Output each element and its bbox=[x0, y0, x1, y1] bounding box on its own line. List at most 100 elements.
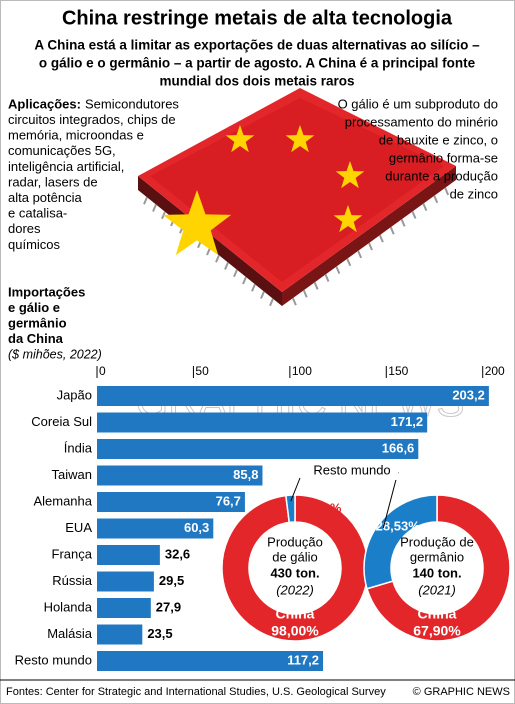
category-label: Japão bbox=[57, 387, 92, 402]
donut-slice bbox=[363, 494, 438, 590]
bar bbox=[97, 465, 263, 486]
star bbox=[285, 125, 315, 153]
donut-slice bbox=[285, 494, 296, 524]
title: China restringe metais de alta tecnologi… bbox=[62, 7, 453, 29]
star bbox=[333, 205, 363, 233]
value-label: 23,5 bbox=[147, 626, 172, 641]
star bbox=[335, 161, 365, 189]
category-label: Holanda bbox=[44, 599, 93, 614]
chip-pin bbox=[260, 291, 265, 299]
chip-pin bbox=[378, 234, 384, 243]
category-label: EUA bbox=[65, 520, 92, 535]
x-tick-label: 200 bbox=[485, 364, 505, 378]
x-tick-label: 0 bbox=[99, 364, 106, 378]
chip-pin bbox=[152, 204, 157, 212]
chip-pin bbox=[400, 218, 406, 227]
slice-value: 67,90% bbox=[413, 623, 461, 639]
category-label: Rússia bbox=[52, 573, 93, 588]
applications-label: Aplicações: bbox=[8, 96, 81, 111]
chip-pin bbox=[422, 203, 428, 212]
chip-pin bbox=[444, 187, 450, 196]
chip-pin bbox=[233, 269, 238, 278]
chip-pin bbox=[313, 281, 319, 290]
applications-text: comunicações 5G, bbox=[8, 143, 116, 158]
chip-illustration bbox=[138, 88, 456, 307]
applications-text: inteligência artificial, bbox=[8, 159, 124, 174]
x-tick-label: 150 bbox=[388, 364, 408, 378]
category-label: Índia bbox=[64, 440, 93, 455]
callout-box bbox=[306, 462, 398, 480]
value-label: 27,9 bbox=[156, 599, 181, 614]
chip-pin bbox=[302, 289, 308, 298]
chip-pin bbox=[143, 196, 148, 205]
bar bbox=[97, 412, 428, 433]
sources: Fontes: Center for Strategic and Interna… bbox=[6, 686, 386, 698]
chip-pin bbox=[224, 262, 229, 270]
note-text: de zinco bbox=[450, 186, 498, 201]
value-label: 166,6 bbox=[382, 440, 415, 455]
chip-pin bbox=[346, 258, 352, 267]
applications-text: radar, lasers de bbox=[8, 174, 98, 189]
subtitle: o gálio e o germânio – a partir de agost… bbox=[39, 56, 476, 71]
donut-title: Produção bbox=[267, 534, 323, 549]
applications-text: dores bbox=[8, 221, 41, 236]
bar bbox=[97, 386, 489, 406]
donut-slice bbox=[366, 494, 511, 642]
note-text: de bauxite e zinco, o bbox=[379, 132, 498, 147]
donut-amount: 140 ton. bbox=[412, 565, 461, 580]
bar bbox=[97, 492, 245, 512]
bar-chart-title: e gálio e bbox=[8, 300, 60, 315]
credit: © GRAPHIC NEWS bbox=[413, 686, 510, 698]
subtitle: mundial dos dois metais raros bbox=[159, 74, 354, 89]
applications-text: Semicondutores bbox=[85, 96, 179, 111]
x-tick-label: 50 bbox=[195, 364, 209, 378]
donut-year: (2022) bbox=[276, 582, 314, 597]
leader-line bbox=[290, 477, 301, 502]
bar bbox=[97, 545, 160, 565]
slice-value: 28,53% bbox=[376, 519, 421, 534]
value-label: 60,3 bbox=[184, 520, 209, 535]
donut-title: Produção de bbox=[400, 534, 474, 549]
value-label: 171,2 bbox=[391, 414, 424, 429]
applications-text: e catalisa- bbox=[8, 206, 67, 221]
note-text: germânio forma-se bbox=[389, 150, 498, 165]
chip-pin bbox=[242, 276, 247, 285]
applications-text: memória, microondas e bbox=[8, 128, 144, 143]
bar-chart-subtitle: ($ mihões, 2022) bbox=[8, 347, 102, 361]
applications-text: alta potência bbox=[8, 190, 82, 205]
star bbox=[162, 190, 232, 256]
value-label: 203,2 bbox=[452, 387, 485, 402]
chip-pin bbox=[368, 242, 373, 251]
slice-name: China bbox=[418, 606, 457, 622]
bar-chart-title: Importações bbox=[8, 284, 85, 299]
category-label: Alemanha bbox=[33, 493, 92, 508]
chip-pin bbox=[269, 298, 274, 307]
value-label: 29,5 bbox=[159, 573, 184, 588]
applications-text: químicos bbox=[8, 237, 61, 252]
value-label: 117,2 bbox=[287, 652, 319, 667]
value-label: 32,6 bbox=[165, 546, 190, 561]
donut-title: germânio bbox=[410, 549, 464, 564]
slice-value: 2,00% bbox=[305, 500, 342, 515]
category-label: Resto mundo bbox=[15, 652, 92, 667]
bar bbox=[97, 651, 324, 671]
x-tick-label: 100 bbox=[292, 364, 312, 378]
donut-title: de gálio bbox=[272, 549, 318, 564]
slice-name: China bbox=[276, 606, 315, 622]
bar bbox=[97, 518, 214, 539]
slice-name: Resto mundo bbox=[313, 462, 390, 477]
category-label: França bbox=[52, 546, 93, 561]
leader-line bbox=[382, 471, 399, 529]
category-label: Malásia bbox=[47, 626, 93, 641]
chip-pin bbox=[411, 211, 417, 219]
note-text: durante a produção bbox=[385, 168, 498, 183]
bar bbox=[97, 624, 143, 645]
star bbox=[225, 125, 255, 153]
applications-text: circuitos integrados, chips de bbox=[8, 112, 176, 127]
chip-pin bbox=[433, 195, 439, 204]
bar-chart-title: germânio bbox=[8, 315, 67, 330]
bar-chart-title: da China bbox=[8, 331, 64, 346]
chip-pin bbox=[324, 274, 330, 282]
category-label: Coreia Sul bbox=[31, 414, 92, 429]
